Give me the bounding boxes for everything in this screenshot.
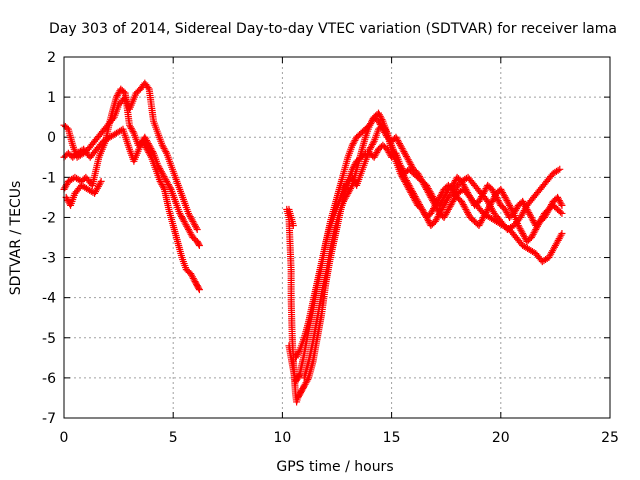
- data-point: [195, 242, 203, 250]
- y-tick-label: 0: [47, 130, 56, 146]
- data-point: [556, 165, 564, 173]
- data-point: [195, 284, 203, 292]
- series-segment-3: [60, 125, 203, 250]
- y-tick-label: 1: [47, 90, 56, 106]
- data-point: [556, 208, 564, 216]
- data-point: [304, 375, 312, 383]
- x-tick-label: 20: [492, 430, 510, 446]
- y-tick-label: -6: [42, 371, 56, 387]
- data-point: [509, 208, 517, 216]
- tick-labels: 0 5 10 15 20 25 -7 -6 -5 -4 -3 -2 -1 0 1 2: [42, 50, 619, 446]
- data-point: [558, 201, 566, 209]
- data-point: [149, 148, 157, 156]
- y-tick-label: -2: [42, 210, 56, 226]
- data-point: [78, 146, 86, 154]
- data-point: [162, 148, 170, 156]
- x-tick-label: 5: [169, 430, 178, 446]
- chart-title: Day 303 of 2014, Sidereal Day-to-day VTE…: [49, 21, 617, 37]
- data-point: [554, 166, 562, 174]
- data-point: [195, 240, 203, 248]
- data-point: [558, 229, 566, 237]
- data-point: [295, 371, 303, 379]
- data-point: [192, 224, 200, 232]
- data-point: [289, 221, 297, 229]
- y-tick-label: -3: [42, 251, 56, 267]
- y-tick-label: -7: [42, 411, 56, 427]
- data-point: [166, 184, 174, 192]
- series-segment-4: [62, 177, 105, 209]
- data-point: [378, 116, 386, 124]
- x-tick-label: 0: [60, 430, 69, 446]
- data-point: [347, 183, 355, 191]
- series-segment-8: [300, 109, 564, 382]
- y-tick-label: -4: [42, 291, 56, 307]
- data-point: [190, 276, 198, 284]
- data-point: [96, 179, 104, 187]
- series-segment-2: [60, 79, 201, 233]
- data-point: [300, 383, 308, 391]
- data-points: [60, 79, 566, 406]
- data-point: [195, 286, 203, 294]
- data-point: [97, 177, 105, 185]
- data-point: [558, 209, 566, 217]
- data-point: [193, 225, 201, 233]
- plot-border: [63, 56, 611, 419]
- grid: [64, 57, 610, 418]
- series-segment-9: [285, 205, 297, 229]
- data-point: [144, 84, 152, 92]
- data-point: [557, 200, 565, 208]
- y-axis-label: SDTVAR / TECUs: [8, 181, 24, 296]
- data-point: [295, 347, 303, 355]
- x-tick-label: 25: [601, 430, 619, 446]
- data-point: [129, 128, 137, 136]
- y-tick-label: -1: [42, 170, 56, 186]
- y-tick-label: -5: [42, 331, 56, 347]
- x-tick-label: 15: [383, 430, 401, 446]
- data-point: [160, 184, 168, 192]
- data-point: [109, 115, 117, 123]
- y-tick-label: 2: [47, 50, 56, 66]
- data-point: [369, 139, 377, 147]
- data-point: [462, 174, 470, 182]
- data-point: [557, 231, 565, 239]
- x-axis-label: GPS time / hours: [276, 459, 393, 475]
- x-tick-label: 10: [273, 430, 291, 446]
